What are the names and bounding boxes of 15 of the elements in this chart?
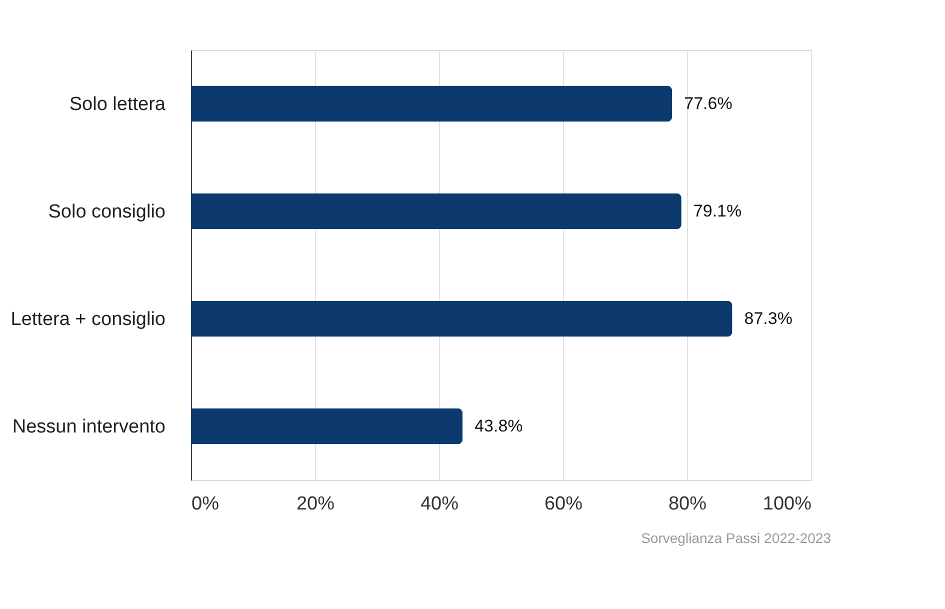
y-tick-label: Nessun intervento (12, 416, 166, 438)
text: Sorveglianza Passi 2022-2023 (641, 530, 832, 546)
x-tick-label: 100% (762, 494, 812, 514)
data-label: 43.8% (474, 416, 523, 436)
x-tick-label: 20% (296, 494, 335, 514)
data-label: 77.6% (684, 94, 732, 113)
y-tick-label: Lettera + consiglio (10, 308, 166, 330)
x-tick-label: 80% (668, 494, 707, 514)
y-tick-label: Solo lettera (69, 94, 166, 115)
x-tick-label: 60% (544, 494, 583, 514)
x-tick-label: 0% (192, 494, 220, 514)
data-label: 79.1% (693, 201, 742, 220)
data-label: 87.3% (744, 308, 792, 328)
x-tick-label: 40% (420, 494, 459, 514)
y-tick-label: Solo consiglio (48, 201, 166, 222)
